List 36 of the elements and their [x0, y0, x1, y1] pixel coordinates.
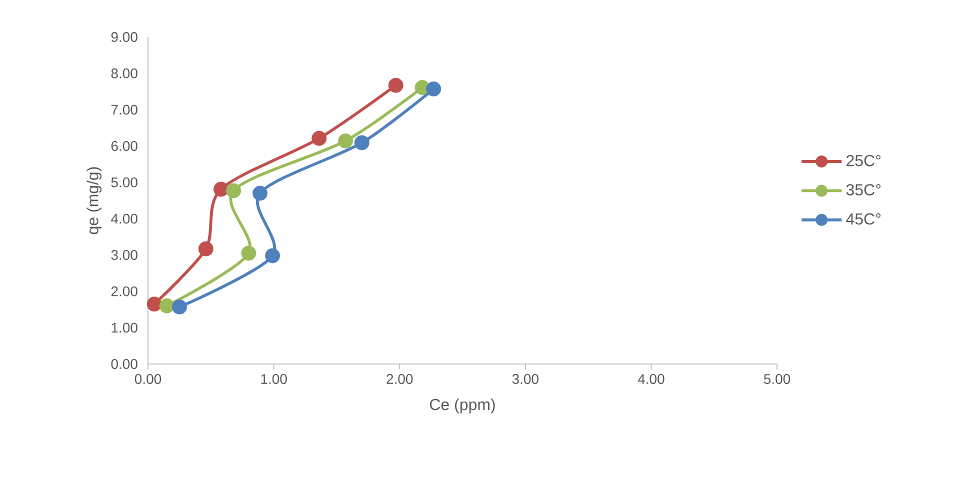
y-tick-label: 5.00 [111, 177, 138, 188]
y-tick-label: 4.00 [111, 214, 138, 224]
point [414, 80, 430, 95]
x-axis-title: Ce (ppm) [430, 398, 495, 414]
point [241, 246, 256, 261]
point [159, 298, 174, 314]
x-tick-label: 2.00 [386, 374, 413, 384]
point [388, 78, 404, 93]
legend-label: 35C° [846, 184, 881, 196]
point [172, 299, 187, 314]
point [265, 248, 280, 264]
point [146, 296, 162, 312]
point [312, 130, 327, 146]
point [198, 241, 214, 256]
y-tick-label: 2.00 [111, 286, 138, 296]
y-tick-label: 3.00 [111, 250, 138, 260]
x-tick-label: 0.00 [134, 374, 162, 384]
y-tick-label: 0.00 [111, 359, 138, 369]
point [338, 133, 353, 148]
point [252, 186, 268, 201]
y-tick-label: 8.00 [111, 68, 138, 78]
point [226, 183, 242, 198]
x-tick-label: 3.00 [512, 374, 538, 384]
point [354, 135, 370, 150]
legend-label: 25C° [846, 154, 881, 166]
y-tick-label: 1.00 [112, 322, 138, 333]
y-tick-label: 6.00 [111, 141, 138, 151]
y-tick-label: 7.00 [111, 104, 138, 115]
y-tick-label: 9.00 [111, 32, 138, 42]
point [426, 81, 442, 96]
legend-label: 45C° [846, 213, 881, 225]
x-tick-label: 5.00 [764, 374, 790, 384]
y-axis-title: qe (mg/g) [86, 167, 102, 234]
x-tick-label: 4.00 [638, 374, 664, 384]
x-tick-label: 1.00 [261, 374, 287, 384]
point [214, 182, 228, 197]
